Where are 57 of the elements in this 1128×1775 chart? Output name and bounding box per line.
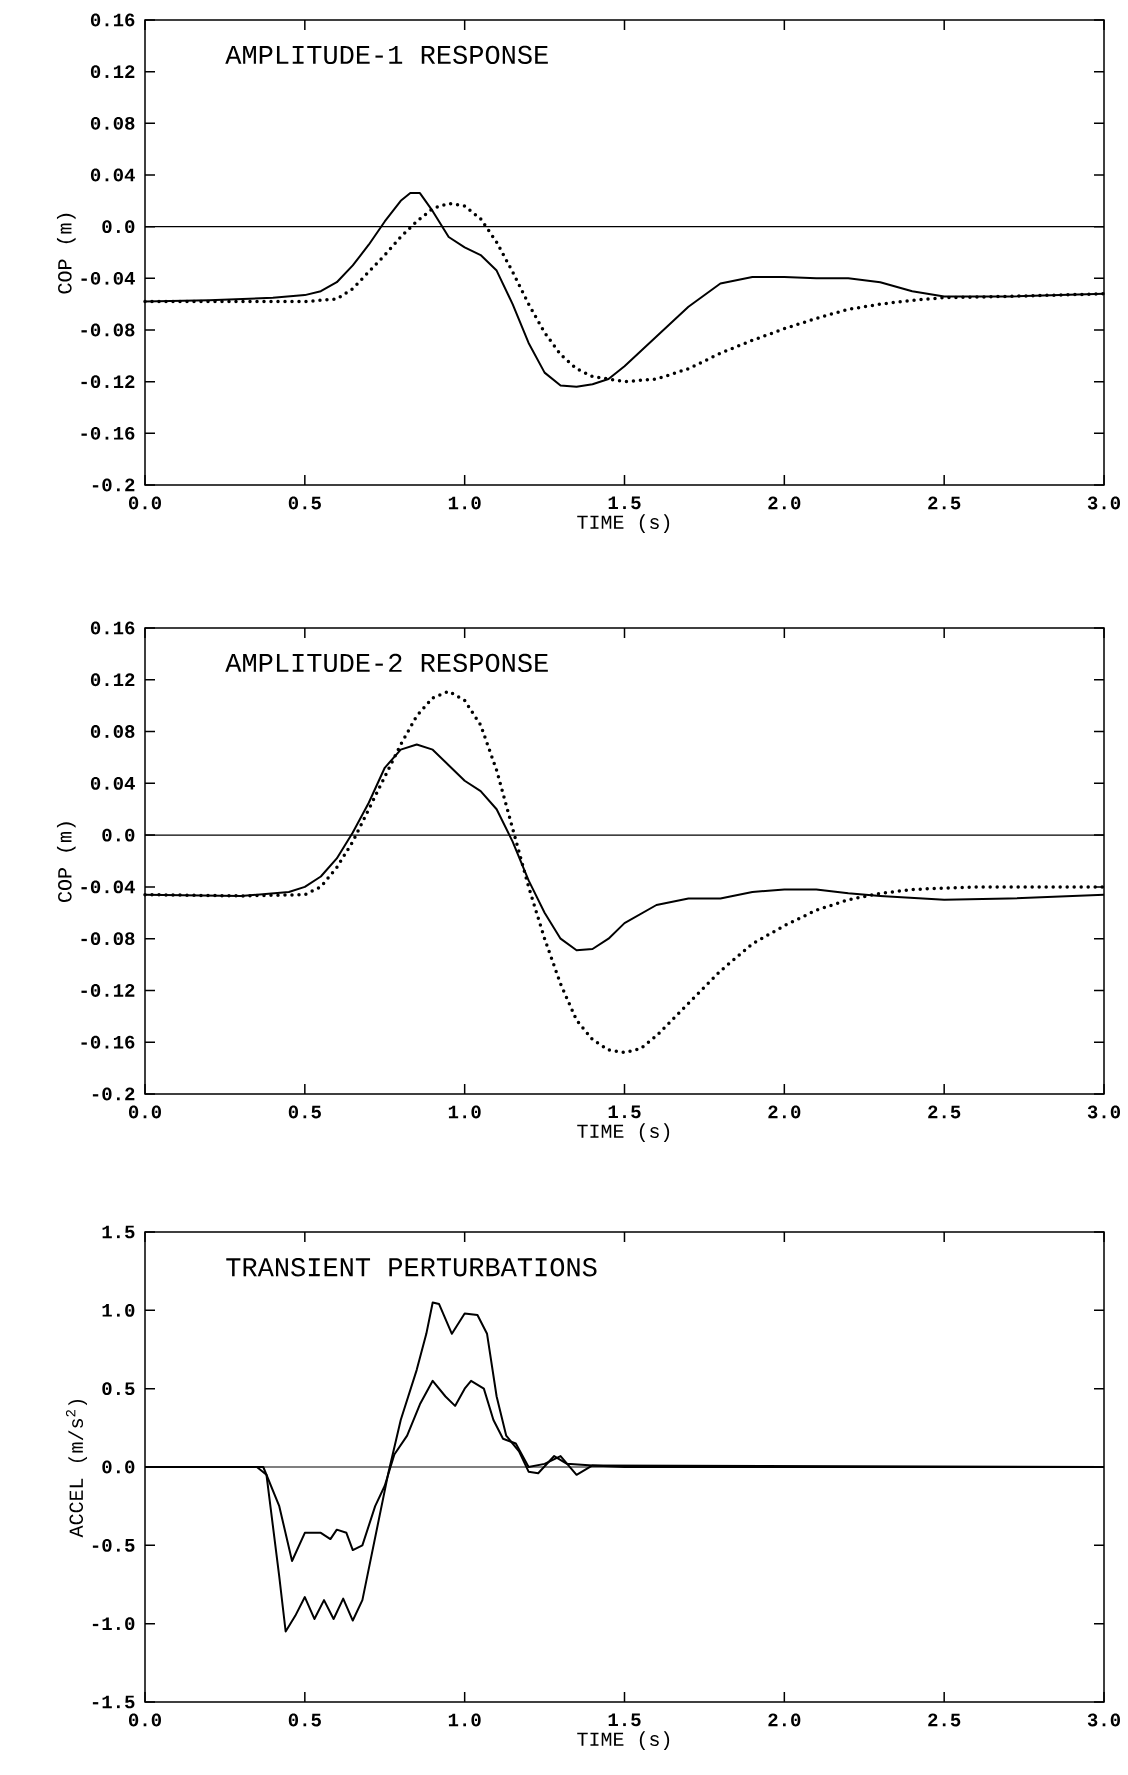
x-axis-title: TIME (s) bbox=[577, 1731, 670, 1750]
x-tick-label: 3.0 bbox=[1087, 1713, 1121, 1727]
y-tick-label: 0.08 bbox=[90, 725, 135, 738]
y-tick-label: 0.12 bbox=[90, 673, 135, 687]
y-tick-label: -0.2 bbox=[92, 478, 135, 492]
x-tick-label: 2.0 bbox=[768, 1105, 801, 1119]
y-tick-label: 0.04 bbox=[90, 168, 135, 182]
y-tick-label: -0.16 bbox=[81, 426, 135, 440]
y-tick-label: -0.16 bbox=[81, 1035, 135, 1049]
y-tick-label: 0.16 bbox=[90, 13, 135, 27]
x-tick-label: 1.5 bbox=[608, 1105, 641, 1119]
x-tick-label: 1.0 bbox=[448, 496, 481, 510]
y-tick-label: -0.04 bbox=[81, 880, 135, 894]
x-tick-label: 0.0 bbox=[128, 1105, 161, 1119]
y-tick-label: -0.2 bbox=[92, 1087, 135, 1101]
y-tick-label: -1.5 bbox=[92, 1695, 135, 1709]
x-tick-label: 2.0 bbox=[768, 496, 801, 510]
y-tick-label: -0.5 bbox=[92, 1538, 135, 1552]
y-tick-label: -0.08 bbox=[81, 932, 135, 946]
x-tick-label: 1.0 bbox=[448, 1713, 481, 1727]
y-tick-label: 0.12 bbox=[90, 65, 135, 79]
x-tick-label: 1.5 bbox=[608, 496, 641, 510]
text: TRANSIENT PERTURBATIONS bbox=[226, 1258, 597, 1277]
text: AMPLITUDE-2 RESPONSE bbox=[225, 653, 548, 673]
y-tick-label: 0.16 bbox=[90, 621, 135, 635]
x-tick-label: 0.5 bbox=[288, 496, 321, 510]
x-tick-label: 2.5 bbox=[928, 496, 961, 510]
x-tick-label: 3.0 bbox=[1087, 1105, 1121, 1119]
text: AMPLITUDE-1 RESPONSE bbox=[225, 45, 548, 65]
y-tick-label: -0.08 bbox=[81, 323, 135, 337]
y-axis-title: COP (m) bbox=[56, 822, 76, 902]
x-axis-title: TIME (s) bbox=[577, 1123, 670, 1142]
x-tick-label: 0.5 bbox=[288, 1713, 321, 1727]
x-tick-label: 2.5 bbox=[928, 1713, 961, 1727]
x-tick-label: 2.5 bbox=[928, 1105, 961, 1119]
y-tick-label: 1.0 bbox=[102, 1303, 135, 1317]
y-tick-label: 0.0 bbox=[102, 220, 135, 234]
x-tick-label: 1.0 bbox=[448, 1105, 481, 1119]
x-tick-label: 3.0 bbox=[1087, 496, 1121, 510]
y-tick-label: -1.0 bbox=[92, 1617, 135, 1631]
x-tick-label: 0.0 bbox=[128, 496, 161, 510]
y-tick-label: 0.5 bbox=[102, 1382, 135, 1396]
y-axis-title: ACCEL (m/s$^{2}$) bbox=[65, 1399, 87, 1538]
x-tick-label: 0.0 bbox=[128, 1713, 161, 1727]
y-tick-label: 1.5 bbox=[102, 1225, 135, 1239]
y-tick-label: 0.0 bbox=[102, 1460, 135, 1474]
x-tick-label: 1.5 bbox=[608, 1713, 641, 1727]
x-tick-label: 0.5 bbox=[288, 1105, 321, 1119]
y-tick-label: 0.04 bbox=[90, 776, 135, 790]
y-tick-label: -0.12 bbox=[81, 983, 135, 997]
y-tick-label: -0.12 bbox=[81, 375, 135, 389]
x-tick-label: 2.0 bbox=[768, 1713, 801, 1727]
y-axis-title: COP (m) bbox=[56, 213, 76, 294]
x-axis-title: TIME (s) bbox=[577, 514, 670, 533]
y-tick-label: 0.08 bbox=[90, 116, 135, 130]
y-tick-label: -0.04 bbox=[81, 271, 135, 285]
y-tick-label: 0.0 bbox=[102, 828, 135, 842]
